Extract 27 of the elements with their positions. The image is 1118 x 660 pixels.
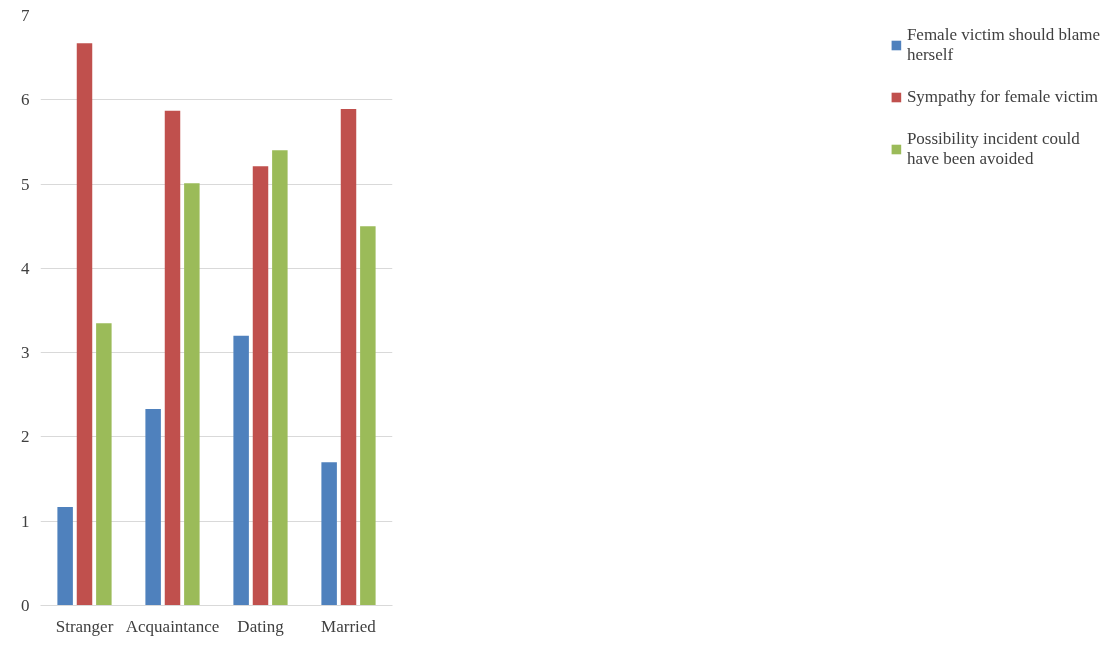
x-tick-label: Dating bbox=[237, 616, 285, 636]
x-tick-label: Stranger bbox=[55, 616, 114, 636]
y-tick-label: 1 bbox=[21, 511, 30, 531]
bar bbox=[145, 409, 161, 606]
legend-label: Possibility incident could have been avoided bbox=[906, 129, 1080, 169]
y-tick-label: 3 bbox=[21, 343, 30, 363]
bar bbox=[164, 110, 181, 606]
bar bbox=[360, 226, 376, 606]
bar bbox=[321, 462, 337, 606]
bar bbox=[252, 166, 269, 606]
bar bbox=[96, 323, 112, 606]
x-tick-label: Acquaintance bbox=[125, 616, 220, 636]
legend-label: Sympathy for female victim bbox=[906, 87, 1099, 107]
y-tick-label: 5 bbox=[21, 174, 30, 194]
y-tick-label: 0 bbox=[21, 596, 30, 615]
y-tick-label: 6 bbox=[21, 90, 30, 110]
y-tick-label: 2 bbox=[21, 427, 30, 447]
bar bbox=[57, 506, 73, 606]
bar bbox=[340, 109, 357, 606]
bar bbox=[76, 43, 93, 606]
legend-label: Female victim should blame herself bbox=[906, 25, 1100, 65]
x-tick-label: Married bbox=[321, 616, 377, 636]
y-tick-label: 7 bbox=[21, 6, 30, 25]
bar bbox=[184, 183, 200, 606]
bar bbox=[233, 335, 249, 606]
y-tick-label: 4 bbox=[21, 258, 30, 278]
bar bbox=[272, 150, 288, 606]
